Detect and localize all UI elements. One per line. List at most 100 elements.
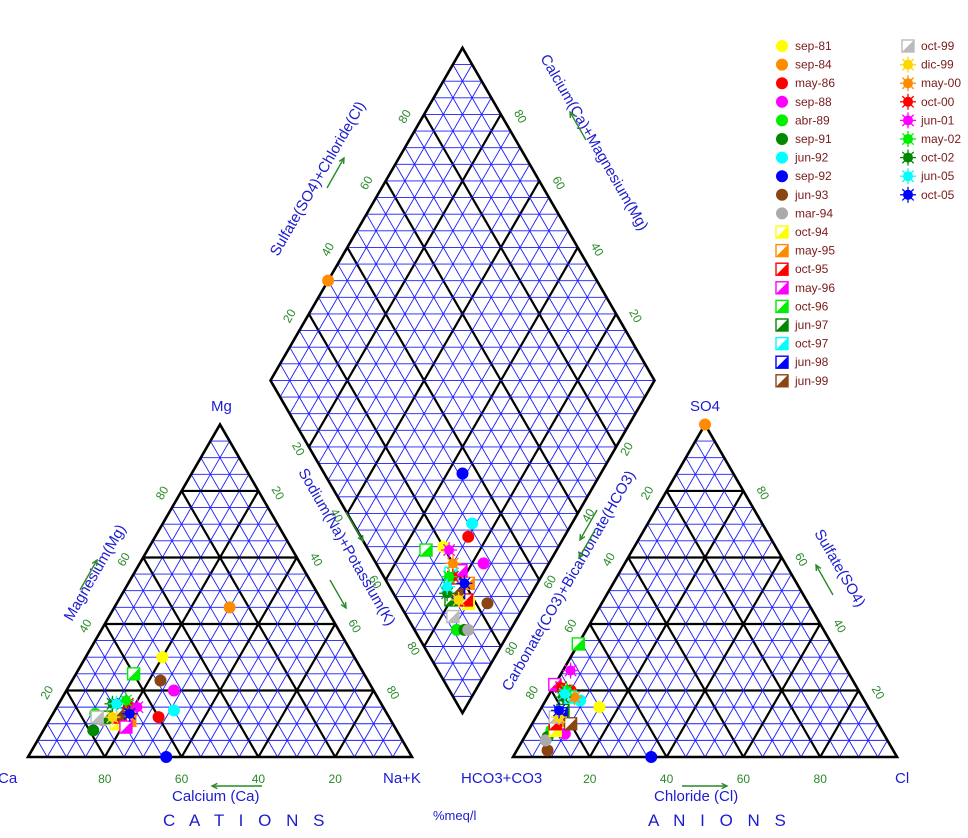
anion-point-may-00 <box>566 689 583 706</box>
legend-marker <box>776 58 788 71</box>
cation-gridline-b <box>37 740 48 758</box>
legend-marker <box>775 336 789 351</box>
cation-tick-right: 80 <box>384 683 403 702</box>
anion-point-oct-96 <box>571 637 585 651</box>
legend-item-jun-97: jun-97 <box>775 318 829 332</box>
anion-gridline-b <box>599 607 687 758</box>
legend-item-jun-93: jun-93 <box>776 188 829 202</box>
cation-point-oct-96 <box>126 667 141 681</box>
legend-item-oct-95: oct-95 <box>775 262 829 276</box>
legend-marker <box>775 243 789 258</box>
legend-item-jun-98: jun-98 <box>775 355 829 369</box>
anion-tick-bottom: 40 <box>660 772 674 786</box>
anion-chloride-arrow-head <box>721 782 729 790</box>
anion-gridline-a <box>608 507 754 758</box>
diamond-point-may-00 <box>444 555 461 572</box>
legend-marker <box>900 56 916 73</box>
cation-point-oct-99 <box>90 710 104 724</box>
legend-item-oct-96: oct-96 <box>775 299 829 313</box>
diamond-tick-upper-left: 60 <box>357 173 376 192</box>
cation-point-jun-93 <box>154 674 167 687</box>
diamond-point-jun-01 <box>441 542 458 559</box>
legend-marker <box>900 186 916 203</box>
anion-carbonate-arrow-head <box>578 551 585 560</box>
cation-gridline-a <box>257 623 337 758</box>
anion-vertex-cl: Cl <box>895 770 909 787</box>
cation-gridline-a <box>123 507 269 758</box>
anion-gridline-a <box>839 706 869 758</box>
legend-item-may-95: may-95 <box>775 243 835 258</box>
legend-label: oct-96 <box>795 299 829 313</box>
legend-label: jun-99 <box>794 374 829 388</box>
anion-gridline-b <box>656 507 802 758</box>
anion-sulfate-arrow <box>815 564 834 596</box>
anion-gridline-a <box>742 623 822 758</box>
legend-item-oct-02: oct-02 <box>900 149 955 166</box>
legend-marker <box>776 133 788 145</box>
cation-point-sep-91 <box>87 724 100 737</box>
cation-point-may-96 <box>119 720 133 734</box>
anion-point-mar-94 <box>539 734 552 747</box>
diamond-point-oct-99 <box>446 609 460 624</box>
cation-gridline-a <box>296 657 355 758</box>
cation-point-sep-88 <box>167 684 180 697</box>
legend-marker <box>776 188 788 201</box>
cation-magnesium-arrow-head <box>91 558 98 567</box>
legend-label: oct-00 <box>921 95 955 109</box>
legend-marker <box>900 149 916 166</box>
anion-tick-left: 40 <box>599 550 618 569</box>
anion-tick-bottom: 20 <box>583 772 597 786</box>
cation-tick-right: 60 <box>345 617 364 636</box>
anion-point-oct-05 <box>551 702 568 719</box>
anion-gridline-a <box>858 723 879 758</box>
anion-tick-bottom: 80 <box>814 772 828 786</box>
anion-gridline-b <box>588 623 668 758</box>
anion-tick-bottom: 60 <box>737 772 751 786</box>
cation-gridline-b <box>123 590 221 758</box>
cation-gridline-a <box>373 723 394 758</box>
anion-frame <box>510 421 900 759</box>
legend-label: jun-92 <box>794 151 829 165</box>
legend-item-abr-89: abr-89 <box>776 113 830 127</box>
cation-gridline-b <box>65 689 106 758</box>
anion-gridline-a <box>647 540 773 758</box>
anion-vertex-so4: SO4 <box>690 398 720 415</box>
legend-label: may-00 <box>921 76 961 90</box>
legend-label: jun-98 <box>794 355 829 369</box>
cation-magnesium-arrow <box>79 559 98 591</box>
legend-label: may-86 <box>795 76 835 90</box>
legend-item-oct-00: oct-00 <box>900 93 955 110</box>
anion-sulfate-arrow-head <box>815 563 822 572</box>
legend-label: dic-99 <box>921 58 954 72</box>
legend-marker <box>776 170 788 183</box>
anion-gridline-a <box>723 607 811 758</box>
cation-point-sep-92 <box>160 751 173 763</box>
diamond-tick-lower-left: 60 <box>366 573 385 592</box>
anion-gridline-b <box>695 440 879 758</box>
units-label: %meq/l <box>433 808 476 823</box>
cation-title: C A T I O N S <box>163 811 329 830</box>
legend-marker <box>776 95 788 108</box>
cation-gridline-b <box>152 540 278 758</box>
anion-point-sep-81 <box>593 701 606 714</box>
anion-gridline-a <box>819 689 860 758</box>
anion-gridline-b <box>637 540 763 758</box>
anion-tick-left: 20 <box>638 483 657 502</box>
legend-marker <box>900 75 916 92</box>
anion-gridline-b <box>579 640 648 758</box>
cation-vertex-nak: Na+K <box>383 770 421 787</box>
legend-item-dic-99: dic-99 <box>900 56 954 73</box>
legend-item-jun-01: jun-01 <box>900 112 955 129</box>
legend-marker <box>775 225 789 239</box>
cation-sodium-arrow-head <box>340 601 347 610</box>
legend-item-sep-92: sep-92 <box>776 169 832 183</box>
legend-item-jun-92: jun-92 <box>776 151 829 165</box>
diamond-point-jun-92 <box>466 517 479 530</box>
legend-label: jun-97 <box>794 318 829 332</box>
legend-item-oct-05: oct-05 <box>900 186 955 203</box>
cation-tick-right: 20 <box>268 484 287 503</box>
diamond-tick-lower-left: 80 <box>404 639 423 658</box>
anion-axis-sulfate: Sulfate(SO4) <box>811 527 869 611</box>
diamond-tick-upper-right: 40 <box>588 240 607 259</box>
